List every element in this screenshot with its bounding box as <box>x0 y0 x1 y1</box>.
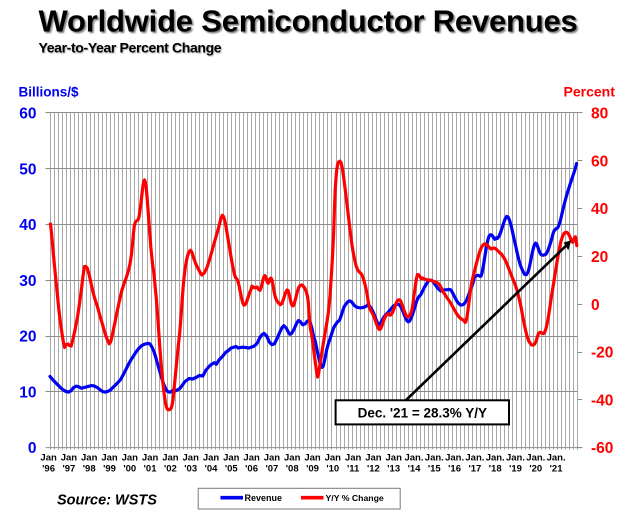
svg-text:'15: '15 <box>428 464 442 475</box>
svg-text:Jan: Jan <box>325 453 342 464</box>
svg-text:'10: '10 <box>326 464 339 475</box>
svg-text:Jan: Jan <box>40 453 57 464</box>
svg-text:Jan: Jan <box>142 453 159 464</box>
svg-text:Jan.: Jan. <box>486 453 505 464</box>
svg-text:Jan: Jan <box>183 453 200 464</box>
svg-text:50: 50 <box>19 161 36 178</box>
svg-text:'01: '01 <box>144 464 158 475</box>
svg-text:Jan: Jan <box>162 453 179 464</box>
svg-text:Jan.: Jan. <box>445 453 464 464</box>
svg-text:30: 30 <box>19 273 36 290</box>
svg-text:Jan: Jan <box>122 453 139 464</box>
svg-text:Jan: Jan <box>345 453 362 464</box>
svg-text:10: 10 <box>19 384 36 401</box>
svg-text:'00: '00 <box>123 464 136 475</box>
svg-text:Jan.: Jan. <box>465 453 484 464</box>
svg-text:40: 40 <box>591 201 608 218</box>
svg-text:20: 20 <box>19 329 36 346</box>
svg-text:'18: '18 <box>489 464 502 475</box>
svg-text:'98: '98 <box>83 464 96 475</box>
svg-text:-40: -40 <box>591 392 613 409</box>
svg-text:Y/Y % Change: Y/Y % Change <box>326 493 384 503</box>
svg-text:'11: '11 <box>347 464 360 475</box>
svg-text:Jan: Jan <box>304 453 321 464</box>
svg-text:Jan: Jan <box>365 453 382 464</box>
svg-text:'13: '13 <box>387 464 400 475</box>
svg-text:Revenue: Revenue <box>245 493 283 503</box>
svg-text:'96: '96 <box>42 464 55 475</box>
svg-text:Jan: Jan <box>203 453 220 464</box>
svg-text:Jan.: Jan. <box>547 453 566 464</box>
svg-text:Jan: Jan <box>264 453 281 464</box>
svg-text:'12: '12 <box>367 464 380 475</box>
svg-text:Worldwide Semiconductor Revenu: Worldwide Semiconductor Revenues <box>39 4 578 39</box>
svg-text:Jan.: Jan. <box>425 453 444 464</box>
svg-text:'21: '21 <box>550 464 564 475</box>
svg-text:20: 20 <box>591 249 608 266</box>
svg-text:Year-to-Year Percent Change: Year-to-Year Percent Change <box>39 40 222 56</box>
svg-text:Billions/$: Billions/$ <box>19 85 80 100</box>
svg-text:Jan.: Jan. <box>526 453 545 464</box>
svg-text:'19: '19 <box>509 464 522 475</box>
svg-text:'14: '14 <box>408 464 422 475</box>
svg-text:-20: -20 <box>591 345 613 362</box>
svg-text:'06: '06 <box>245 464 258 475</box>
svg-text:Jan: Jan <box>284 453 301 464</box>
svg-text:60: 60 <box>19 106 36 123</box>
svg-text:'08: '08 <box>286 464 299 475</box>
svg-text:Jan: Jan <box>81 453 98 464</box>
svg-text:Dec. '21 = 28.3% Y/Y: Dec. '21 = 28.3% Y/Y <box>358 406 487 421</box>
svg-text:Jan: Jan <box>386 453 403 464</box>
svg-text:0: 0 <box>591 297 600 314</box>
svg-text:'03: '03 <box>184 464 197 475</box>
svg-text:'16: '16 <box>448 464 461 475</box>
svg-text:'04: '04 <box>205 464 219 475</box>
svg-text:Jan.: Jan. <box>506 453 525 464</box>
svg-text:60: 60 <box>591 153 608 170</box>
svg-text:'07: '07 <box>265 464 278 475</box>
svg-text:0: 0 <box>28 440 37 457</box>
svg-text:80: 80 <box>591 106 608 123</box>
svg-text:Source: WSTS: Source: WSTS <box>57 493 157 509</box>
svg-text:Jan: Jan <box>101 453 118 464</box>
svg-text:'02: '02 <box>164 464 177 475</box>
svg-text:'17: '17 <box>468 464 481 475</box>
svg-text:Percent: Percent <box>564 84 616 100</box>
svg-text:'05: '05 <box>225 464 239 475</box>
svg-text:-60: -60 <box>591 440 613 457</box>
svg-text:Jan: Jan <box>243 453 260 464</box>
svg-text:Jan.: Jan. <box>404 453 423 464</box>
svg-text:'09: '09 <box>306 464 319 475</box>
svg-text:'97: '97 <box>62 464 75 475</box>
svg-text:Jan: Jan <box>223 453 240 464</box>
svg-text:'99: '99 <box>103 464 116 475</box>
svg-text:'20: '20 <box>529 464 542 475</box>
svg-text:40: 40 <box>19 217 36 234</box>
svg-text:Jan: Jan <box>61 453 78 464</box>
